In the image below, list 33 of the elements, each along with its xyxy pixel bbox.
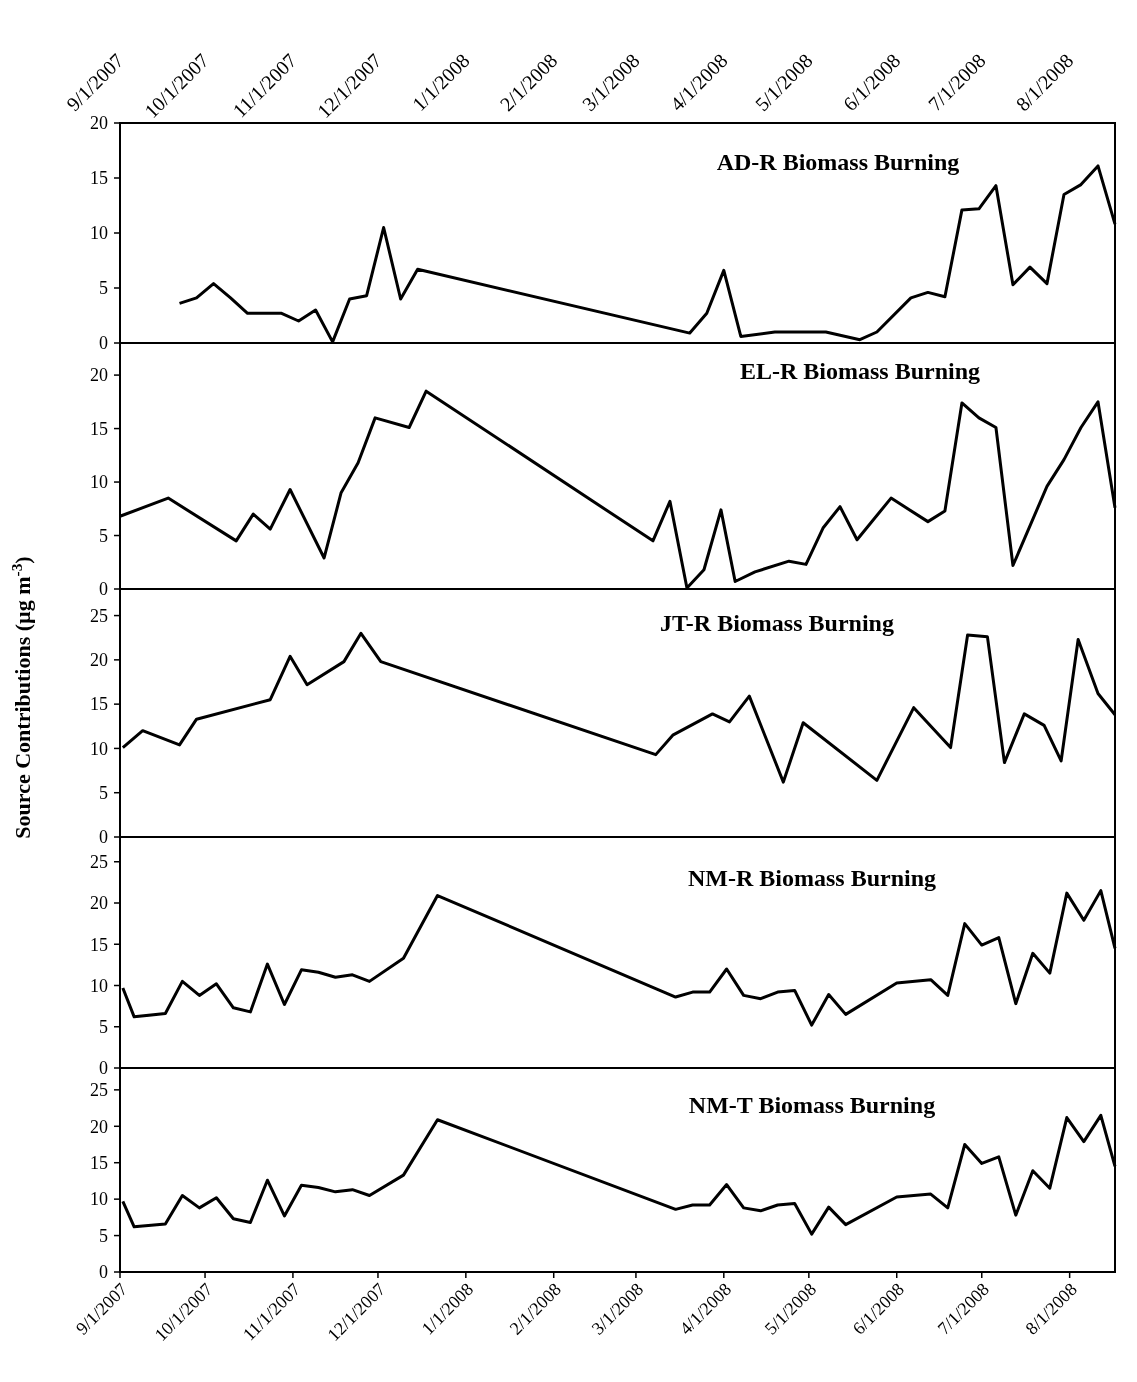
y-tick-label: 20 xyxy=(90,113,108,134)
y-tick-label: 15 xyxy=(90,418,108,439)
y-tick-label: 15 xyxy=(90,934,108,955)
y-tick-label: 5 xyxy=(99,1225,108,1246)
y-tick-label: 0 xyxy=(99,1058,108,1079)
y-tick-label: 10 xyxy=(90,975,108,996)
y-tick-label: 10 xyxy=(90,472,108,493)
y-tick-label: 10 xyxy=(90,1189,108,1210)
y-tick-label: 20 xyxy=(90,365,108,386)
y-tick-label: 20 xyxy=(90,1116,108,1137)
text: NM-R Biomass Burning xyxy=(687,865,937,891)
y-tick-label: 25 xyxy=(90,1080,108,1101)
y-tick-label: 5 xyxy=(99,1017,108,1038)
y-tick-label: 20 xyxy=(90,650,108,671)
y-tick-label: 15 xyxy=(90,1153,108,1174)
y-tick-label: 20 xyxy=(90,893,108,914)
y-tick-label: 0 xyxy=(99,827,108,848)
y-tick-label: 0 xyxy=(99,579,108,600)
y-tick-label: 15 xyxy=(90,168,108,189)
y-tick-label: 10 xyxy=(90,738,108,759)
text: EL-R Biomass Burning xyxy=(739,358,981,384)
y-tick-label: 15 xyxy=(90,694,108,715)
text: AD-R Biomass Burning xyxy=(716,149,960,175)
y-tick-label: 10 xyxy=(90,223,108,244)
y-tick-label: 5 xyxy=(99,783,108,804)
text: NM-T Biomass Burning xyxy=(688,1092,936,1118)
y-tick-label: 5 xyxy=(99,278,108,299)
y-tick-label: 5 xyxy=(99,525,108,546)
y-tick-label: 0 xyxy=(99,1262,108,1283)
y-tick-label: 25 xyxy=(90,852,108,873)
y-tick-label: 0 xyxy=(99,333,108,354)
y-tick-label: 25 xyxy=(90,605,108,626)
text: JT-R Biomass Burning xyxy=(660,610,894,636)
